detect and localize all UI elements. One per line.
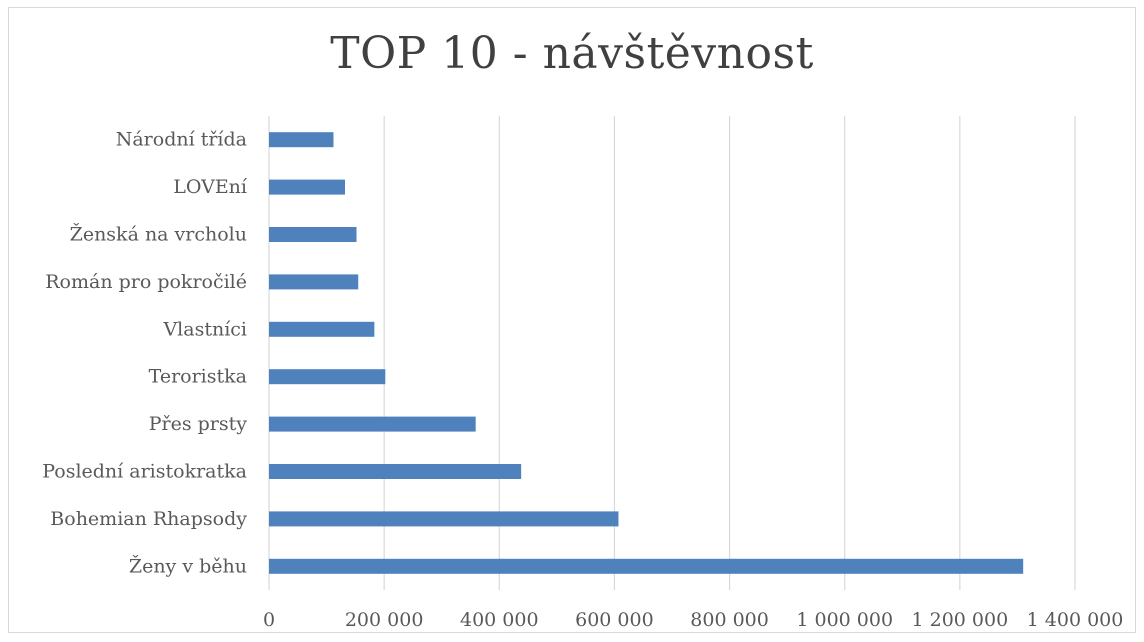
category-label: Bohemian Rhapsody [50, 508, 247, 530]
bar [269, 227, 357, 242]
x-tick-label: 200 000 [345, 609, 424, 631]
bar [269, 416, 476, 432]
category-label: Ženy v běhu [129, 554, 247, 577]
category-label: Teroristka [149, 366, 247, 388]
bar [269, 511, 619, 527]
bar [269, 179, 345, 195]
x-tick-label: 600 000 [575, 609, 654, 631]
x-tick-label: 800 000 [690, 609, 769, 631]
x-tick-label: 1 400 000 [1027, 609, 1124, 631]
category-label: Přes prsty [149, 413, 248, 435]
chart-frame [8, 7, 1136, 633]
x-tick-label: 1 000 000 [796, 609, 893, 631]
category-label: Ženská na vrcholu [70, 223, 247, 246]
bar [269, 558, 1024, 574]
bar [269, 321, 375, 337]
chart-title: TOP 10 - návštěvnost [330, 28, 814, 79]
x-tick-label: 1 200 000 [912, 609, 1009, 631]
category-label: Román pro pokročilé [45, 271, 247, 293]
bar [269, 369, 386, 385]
x-tick-label: 400 000 [460, 609, 539, 631]
bar [269, 132, 334, 148]
category-label: LOVEní [173, 176, 248, 198]
bar [269, 464, 522, 479]
category-label: Vlastníci [162, 318, 247, 340]
category-label: Národní třída [116, 129, 247, 151]
category-label: Poslední aristokratka [42, 461, 247, 483]
x-tick-label: 0 [263, 609, 275, 631]
bar [269, 274, 359, 290]
